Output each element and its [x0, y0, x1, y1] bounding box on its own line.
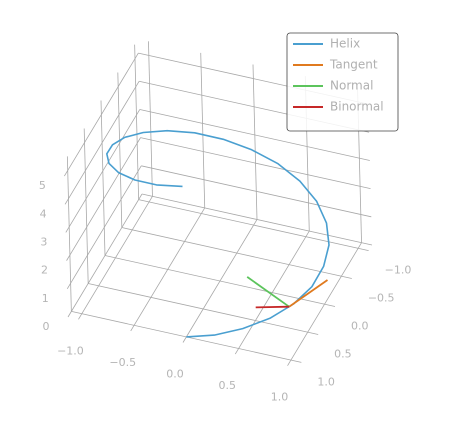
grid-line: [141, 193, 373, 246]
grid-line: [139, 109, 370, 161]
series-line: [288, 279, 329, 308]
grid-line: [83, 128, 89, 284]
x-tick-label: −0.5: [109, 356, 136, 369]
x-tick-label: 0.0: [166, 368, 184, 381]
y-tick-label: 1.0: [317, 375, 335, 388]
grid-line: [117, 72, 123, 228]
z-tick-label: 0: [43, 320, 50, 333]
grid-line: [88, 283, 319, 335]
grid-line: [134, 44, 140, 200]
grid-line: [67, 193, 143, 318]
grid-line: [141, 165, 372, 218]
grid-line: [104, 255, 336, 307]
grid-line: [71, 311, 302, 363]
z-tick-label: 1: [42, 292, 49, 305]
grid-line: [66, 137, 141, 261]
legend-label: Normal: [330, 79, 373, 93]
series-line: [106, 129, 330, 338]
grid-line: [65, 109, 141, 233]
x-tick-label: −1.0: [57, 344, 84, 357]
grid-line: [66, 165, 142, 290]
series-line: [246, 276, 290, 308]
grid-line: [200, 52, 206, 208]
y-tick-label: 0.5: [334, 347, 352, 360]
grid-line: [252, 64, 258, 220]
grid-line: [121, 227, 352, 279]
legend-label: Binormal: [330, 100, 384, 114]
grid-line: [140, 137, 371, 190]
z-tick-label: 4: [40, 207, 47, 220]
legend: Helix Tangent Normal Binormal: [286, 32, 399, 132]
z-tick-label: 3: [40, 235, 47, 248]
y-tick-label: −0.5: [368, 292, 395, 305]
grid-line: [148, 41, 153, 197]
y-tick-label: −1.0: [385, 264, 412, 277]
grid-line: [66, 156, 72, 312]
legend-label: Tangent: [329, 58, 378, 72]
x-tick-label: 1.0: [271, 391, 289, 404]
z-tick-label: 2: [41, 264, 48, 277]
grid-line: [138, 199, 369, 251]
grid-line: [100, 100, 106, 256]
series-line: [255, 305, 290, 309]
z-tick-label: 5: [39, 179, 46, 192]
x-tick-label: 0.5: [219, 379, 237, 392]
legend-label: Helix: [330, 37, 360, 51]
grid-line: [64, 52, 139, 177]
grid-line: [64, 81, 140, 205]
y-tick-label: 0.0: [351, 320, 369, 333]
